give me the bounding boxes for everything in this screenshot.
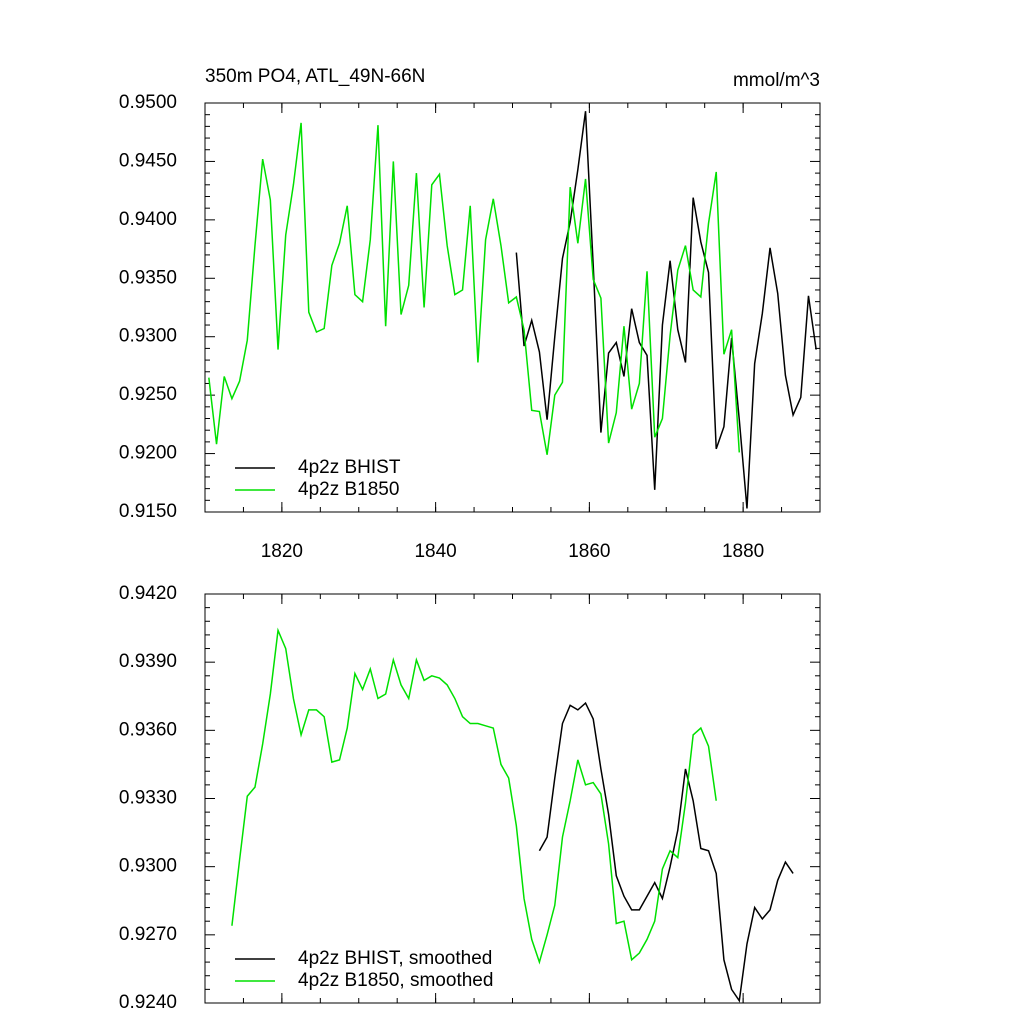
data-line [515, 111, 817, 509]
data-line [538, 701, 794, 1003]
y-tick-label: 0.9240 [119, 992, 177, 1013]
y-tick-label: 0.9250 [119, 384, 177, 405]
y-tick-label: 0.9400 [119, 209, 177, 230]
y-tick-label: 0.9200 [119, 443, 177, 464]
y-tick-label: 0.9420 [119, 583, 177, 604]
y-tick-label: 0.9450 [119, 150, 177, 171]
data-line [231, 627, 717, 965]
y-tick-label: 0.9390 [119, 651, 177, 672]
legend-label: 4p2z BHIST [298, 457, 401, 478]
units-label: mmol/m^3 [733, 70, 820, 91]
y-tick-label: 0.9270 [119, 924, 177, 945]
plot-frame [204, 102, 821, 513]
legend-label: 4p2z BHIST, smoothed [298, 948, 492, 969]
data-line [208, 122, 741, 455]
chart-title: 350m PO4, ATL_49N-66N [205, 66, 425, 87]
y-tick-label: 0.9300 [119, 326, 177, 347]
legend-label: 4p2z B1850, smoothed [298, 970, 493, 991]
y-tick-label: 0.9300 [119, 856, 177, 877]
y-tick-label: 0.9360 [119, 719, 177, 740]
x-tick-label: 1860 [568, 541, 610, 562]
y-tick-label: 0.9500 [119, 92, 177, 113]
legend-label: 4p2z B1850 [298, 479, 399, 500]
x-tick-label: 1820 [261, 541, 303, 562]
y-tick-label: 0.9350 [119, 267, 177, 288]
x-tick-label: 1880 [722, 541, 764, 562]
y-tick-label: 0.9330 [119, 788, 177, 809]
y-tick-label: 0.9150 [119, 501, 177, 522]
x-tick-label: 1840 [414, 541, 456, 562]
